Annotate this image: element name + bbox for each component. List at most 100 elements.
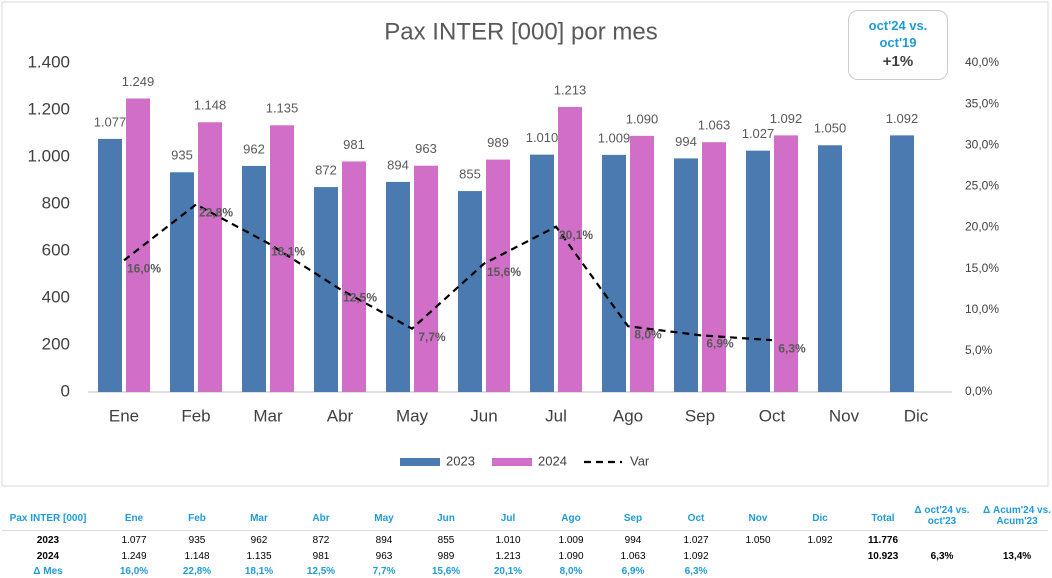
bar — [890, 135, 914, 392]
y2-tick-label: 40,0% — [965, 55, 999, 69]
bar — [674, 158, 698, 392]
y-tick-label: 1.000 — [27, 146, 70, 165]
bar — [242, 165, 266, 392]
bar-value-label: 1.135 — [266, 101, 299, 116]
bar — [386, 181, 410, 392]
bar — [198, 122, 222, 392]
table-cell: 13,4% — [1002, 551, 1032, 562]
table-cell: 1.135 — [246, 551, 272, 562]
table-cell: 1.092 — [807, 535, 833, 546]
y-tick-label: 400 — [42, 287, 70, 306]
bar-value-label: 1.009 — [598, 130, 631, 145]
bar-value-label: 1.090 — [626, 111, 659, 126]
table-cell: 16,0% — [119, 566, 149, 577]
bar-value-label: 1.063 — [698, 118, 731, 133]
table-cell: Pax INTER [000] — [9, 513, 87, 524]
callout-value: +1% — [882, 53, 914, 70]
table-cell: 8,0% — [559, 566, 583, 577]
table-cell: Dic — [812, 513, 828, 524]
x-tick-label: Jul — [545, 406, 567, 425]
table-cell: 1.050 — [745, 535, 771, 546]
table-cell: Jul — [500, 513, 516, 524]
table-cell: Jun — [437, 513, 455, 524]
table-cell: 894 — [375, 535, 393, 546]
table-cell: 1.077 — [121, 535, 147, 546]
bar — [314, 187, 338, 392]
table-cell: 6,9% — [621, 566, 645, 577]
chart-border — [1, 1, 1049, 487]
bar-value-label: 855 — [459, 167, 481, 182]
var-line — [123, 203, 773, 342]
callout-title: oct'24 vs. oct'19 — [868, 18, 928, 50]
bar — [602, 154, 626, 392]
bar-value-label: 1.010 — [526, 130, 559, 145]
y2-tick-label: 10,0% — [965, 302, 999, 316]
x-tick-label: Abr — [327, 406, 354, 425]
table-cell: 935 — [188, 535, 206, 546]
table-cell: 981 — [312, 551, 330, 562]
table-cell: 10.923 — [867, 551, 899, 562]
bar-value-label: 1.148 — [194, 98, 227, 113]
bar-value-label: 1.027 — [742, 126, 775, 141]
table-cell: 1.148 — [184, 551, 210, 562]
table-cell: Nov — [748, 513, 768, 524]
line-value-label: 22,8% — [199, 206, 233, 220]
bar — [270, 125, 294, 393]
bar — [486, 159, 510, 392]
table-cell: 2024 — [36, 551, 60, 562]
legend-swatch — [400, 458, 440, 466]
table-cell: Feb — [188, 513, 206, 524]
bar — [342, 161, 366, 392]
table-cell: 872 — [312, 535, 330, 546]
line-value-label: 6,9% — [706, 336, 734, 350]
table-cell: 1.027 — [683, 535, 709, 546]
table-cell: 1.092 — [683, 551, 709, 562]
table-cell: 6,3% — [930, 551, 954, 562]
x-tick-label: Ene — [109, 406, 139, 425]
line-value-label: 7,7% — [418, 330, 446, 344]
line-value-label: 20,1% — [559, 228, 593, 242]
table-cell: 2023 — [36, 535, 60, 546]
line-value-label: 12,5% — [343, 290, 377, 304]
y-tick-label: 1.200 — [27, 99, 70, 118]
bar-value-label: 1.249 — [122, 74, 155, 89]
table-cell: 1.009 — [558, 535, 584, 546]
bar — [170, 172, 194, 392]
bar-value-label: 1.213 — [554, 82, 587, 97]
table-cell: Δ oct'24 vs. oct'23 — [914, 505, 970, 527]
table-cell: 6,3% — [684, 566, 708, 577]
bar-value-label: 935 — [171, 148, 193, 163]
line-value-label: 18,1% — [271, 244, 305, 258]
bar — [746, 150, 770, 392]
bar — [530, 154, 554, 392]
bar-value-label: 981 — [343, 137, 365, 152]
table-cell: 7,7% — [372, 566, 396, 577]
table-cell: Abr — [312, 513, 330, 524]
legend-swatch — [492, 458, 532, 466]
y2-tick-label: 20,0% — [965, 220, 999, 234]
table-cell: 1.213 — [495, 551, 521, 562]
legend-label: Var — [630, 453, 650, 468]
y-tick-label: 0 — [61, 381, 70, 400]
table-cell: 962 — [250, 535, 268, 546]
x-tick-label: Mar — [253, 406, 283, 425]
table-cell: 1.063 — [620, 551, 646, 562]
bar-value-label: 989 — [487, 135, 509, 150]
bar — [126, 98, 150, 393]
x-tick-label: Jun — [470, 406, 497, 425]
table-cell: Oct — [687, 513, 705, 524]
table-cell: 15,6% — [431, 566, 461, 577]
legend-label: 2023 — [446, 453, 475, 468]
x-tick-label: Dic — [904, 406, 929, 425]
x-tick-label: Sep — [685, 406, 715, 425]
y-tick-label: 1.400 — [27, 52, 70, 71]
chart-title: Pax INTER [000] por mes — [384, 18, 657, 45]
table-cell: 22,8% — [182, 566, 212, 577]
bar — [458, 191, 482, 392]
table-cell: Mar — [250, 513, 268, 524]
y2-tick-label: 5,0% — [965, 343, 993, 357]
table-cell: Sep — [623, 513, 643, 524]
y2-tick-label: 15,0% — [965, 261, 999, 275]
x-tick-label: Feb — [181, 406, 210, 425]
